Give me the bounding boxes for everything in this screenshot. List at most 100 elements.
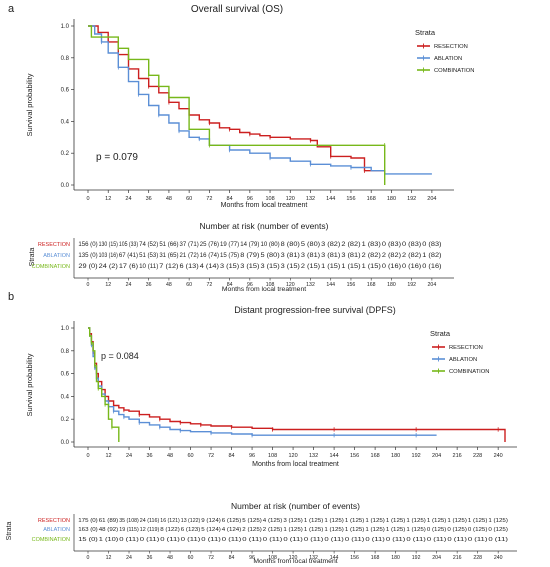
risk-cell: 1 (10) [99, 537, 119, 543]
risk-cell: 19 (77) [220, 241, 239, 248]
x-tick-label: 24 [125, 196, 131, 202]
legend-entry: ABLATION [449, 357, 477, 363]
risk-cell: 2 (82) [382, 252, 401, 259]
legend-title: Strata [415, 28, 436, 37]
risk-cell: 3 (15) [220, 263, 239, 270]
risk-cell: 9 (124) [201, 518, 221, 524]
risk-cell: 0 (11) [468, 537, 488, 543]
risk-row-label: RESECTION [38, 242, 70, 248]
x-tick-label: 72 [206, 196, 212, 202]
x-tick-label: 192 [407, 196, 416, 202]
risk-x-tick-label: 12 [105, 282, 111, 288]
risk-cell: 1 (15) [362, 263, 381, 270]
y-tick-label: 0.6 [61, 88, 70, 94]
risk-cell: 3 (125) [283, 518, 303, 524]
risk-x-tick-label: 96 [247, 282, 253, 288]
risk-cell: 0 (16) [402, 263, 421, 270]
x-tick-label: 84 [228, 453, 234, 459]
x-tick-label: 72 [208, 453, 214, 459]
risk-cell: 0 (16) [382, 263, 401, 270]
x-tick-label: 60 [187, 453, 193, 459]
x-tick-label: 60 [186, 196, 192, 202]
risk-cell: 8 (79) [240, 252, 259, 259]
risk-row-label: COMBINATION [32, 264, 70, 270]
x-tick-label: 180 [391, 453, 400, 459]
risk-table-title: Number at risk (number of events) [200, 221, 329, 231]
panel-label: b [8, 291, 14, 303]
risk-cell: 7 (12) [159, 263, 178, 270]
risk-cell: 0 (83) [382, 241, 401, 248]
risk-cell: 4 (125) [263, 518, 283, 524]
risk-cell: 1 (125) [365, 518, 385, 524]
panel-label: a [8, 3, 15, 15]
risk-cell: 0 (11) [406, 537, 426, 543]
risk-x-tick-label: 60 [186, 282, 192, 288]
risk-cell: 1 (82) [422, 252, 441, 259]
risk-cell: 15 (0) [78, 537, 98, 543]
x-tick-label: 12 [105, 196, 111, 202]
risk-cell: 1 (125) [447, 518, 467, 524]
risk-cell: 135 (0) [78, 252, 97, 259]
risk-x-tick-label: 48 [167, 555, 173, 561]
risk-cell: 1 (125) [324, 518, 344, 524]
risk-x-tick-label: 216 [453, 555, 462, 561]
x-tick-label: 144 [326, 196, 335, 202]
risk-cell: 0 (11) [386, 537, 406, 543]
y-tick-label: 0.8 [61, 349, 70, 355]
risk-cell: 1 (125) [386, 527, 406, 533]
risk-cell: 0 (11) [447, 537, 467, 543]
legend-entry: RESECTION [449, 345, 483, 351]
risk-cell: 2 (125) [263, 527, 283, 533]
risk-cell: 19 (115) [119, 527, 139, 533]
risk-cell: 0 (11) [488, 537, 508, 543]
x-tick-label: 240 [494, 453, 503, 459]
risk-row-label: RESECTION [38, 518, 70, 524]
risk-cell: 6 (125) [222, 518, 242, 524]
risk-cell: 1 (125) [468, 518, 488, 524]
risk-cell: 0 (11) [181, 537, 201, 543]
risk-x-tick-label: 120 [289, 555, 298, 561]
risk-x-tick-label: 156 [347, 282, 356, 288]
risk-cell: 3 (15) [240, 263, 259, 270]
risk-x-tick-label: 192 [407, 282, 416, 288]
risk-cell: 14 (79) [240, 241, 259, 248]
risk-x-axis-label: Months from local treatment [253, 558, 337, 565]
risk-cell: 5 (125) [242, 518, 262, 524]
risk-cell: 67 (41) [119, 252, 138, 259]
risk-x-tick-label: 72 [206, 282, 212, 288]
risk-cell: 12 (119) [140, 527, 160, 533]
x-tick-label: 24 [126, 453, 132, 459]
risk-x-tick-label: 36 [146, 282, 152, 288]
risk-x-tick-label: 156 [350, 555, 359, 561]
x-tick-label: 132 [306, 196, 315, 202]
risk-cell: 105 (33) [119, 241, 138, 248]
risk-cell: 1 (125) [345, 527, 365, 533]
risk-cell: 0 (11) [263, 537, 283, 543]
risk-x-tick-label: 48 [166, 282, 172, 288]
series-line-combination [88, 25, 386, 185]
legend-entry: COMBINATION [434, 68, 474, 74]
risk-x-tick-label: 240 [494, 555, 503, 561]
risk-cell: 17 (6) [119, 263, 138, 270]
x-axis-label: Months from local treatment [252, 461, 339, 468]
y-tick-label: 1.0 [61, 24, 70, 30]
y-axis-label: Survival probability [25, 73, 34, 136]
risk-cell: 31 (65) [159, 252, 178, 259]
risk-cell: 51 (53) [139, 252, 158, 259]
risk-cell: 2 (82) [341, 241, 360, 248]
risk-cell: 51 (66) [159, 241, 178, 248]
x-tick-label: 84 [227, 196, 233, 202]
risk-table: Number at risk (number of events) StrataR… [29, 221, 454, 293]
x-tick-label: 36 [146, 196, 152, 202]
y-tick-label: 0.6 [61, 372, 70, 378]
risk-cell: 175 (0) [78, 518, 98, 524]
risk-cell: 13 (122) [181, 518, 201, 524]
risk-cell: 1 (15) [321, 263, 340, 270]
legend-entry: COMBINATION [449, 369, 489, 375]
risk-cell: 0 (11) [427, 537, 447, 543]
risk-cell: 156 (0) [78, 241, 97, 248]
risk-x-tick-label: 144 [326, 282, 335, 288]
risk-table-title: Number at risk (number of events) [231, 501, 360, 511]
risk-cell: 6 (13) [180, 263, 199, 270]
risk-cell: 4 (14) [200, 263, 219, 270]
